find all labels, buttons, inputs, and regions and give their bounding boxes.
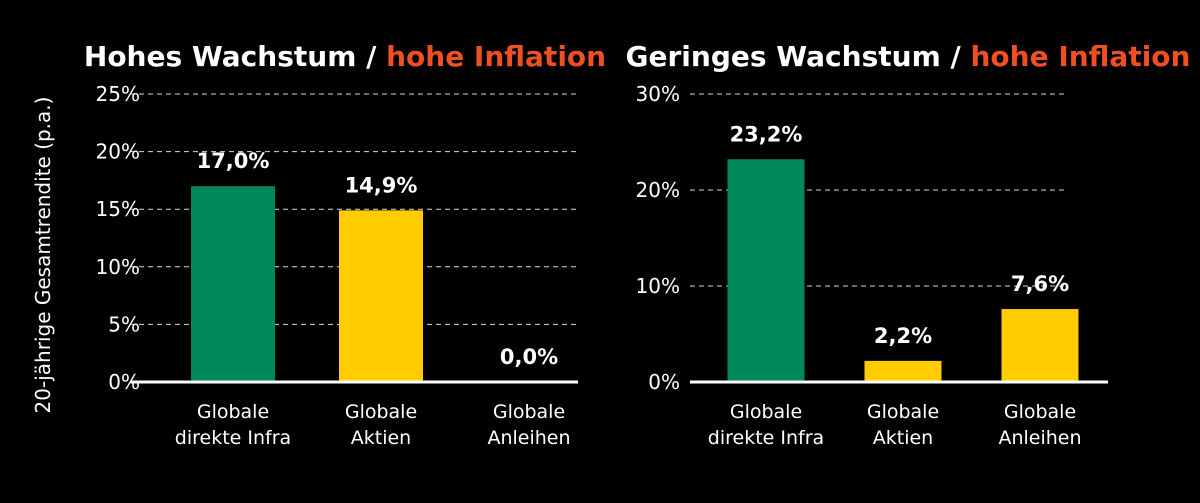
data-label: 7,6% xyxy=(1011,272,1069,296)
panel-2-title-accent: hohe Inflation xyxy=(970,40,1190,73)
category-label: Globale xyxy=(867,401,939,423)
data-label: 2,2% xyxy=(874,324,932,348)
panel-1-title-main: Hohes Wachstum / xyxy=(84,40,386,73)
y-tick-label: 0% xyxy=(648,370,680,394)
category-label: Globale xyxy=(197,401,269,423)
panel-1-title-accent: hohe Inflation xyxy=(386,40,606,73)
category-label: Aktien xyxy=(873,427,933,449)
category-label: direkte Infra xyxy=(708,427,824,449)
y-tick-label: 5% xyxy=(108,312,140,336)
y-tick-label: 25% xyxy=(96,82,140,106)
y-tick-label: 20% xyxy=(96,140,140,164)
y-tick-label: 30% xyxy=(636,82,680,106)
panel-2-title: Geringes Wachstum / hohe Inflation xyxy=(626,40,1191,73)
y-tick-label: 10% xyxy=(96,255,140,279)
category-label: Globale xyxy=(730,401,802,423)
data-label: 17,0% xyxy=(197,149,270,173)
bar-2 xyxy=(339,210,423,382)
category-label: direkte Infra xyxy=(175,427,291,449)
data-label: 23,2% xyxy=(730,122,803,146)
y-tick-label: 20% xyxy=(636,178,680,202)
data-label: 0,0% xyxy=(500,345,558,369)
category-label: Globale xyxy=(345,401,417,423)
category-label: Globale xyxy=(493,401,565,423)
bar-2 xyxy=(864,360,942,382)
bar-1 xyxy=(191,186,275,382)
y-axis-label: 20-jährige Gesamtrendite (p.a.) xyxy=(31,97,55,414)
bar-3 xyxy=(1001,309,1079,382)
chart-panel-low-growth: 0% 10% 20% 30% 23,2% Globale direkte Infra 2,2%… xyxy=(636,82,1108,449)
category-label: Globale xyxy=(1004,401,1076,423)
bar-1 xyxy=(727,159,805,382)
category-label: Aktien xyxy=(351,427,411,449)
panel-2-title-main: Geringes Wachstum / xyxy=(626,40,971,73)
category-label: Anleihen xyxy=(487,427,570,449)
y-tick-label: 15% xyxy=(96,197,140,221)
panel-1-title: Hohes Wachstum / hohe Inflation xyxy=(84,40,606,73)
data-label: 14,9% xyxy=(345,173,418,197)
y-tick-label: 10% xyxy=(636,274,680,298)
category-label: Anleihen xyxy=(998,427,1081,449)
